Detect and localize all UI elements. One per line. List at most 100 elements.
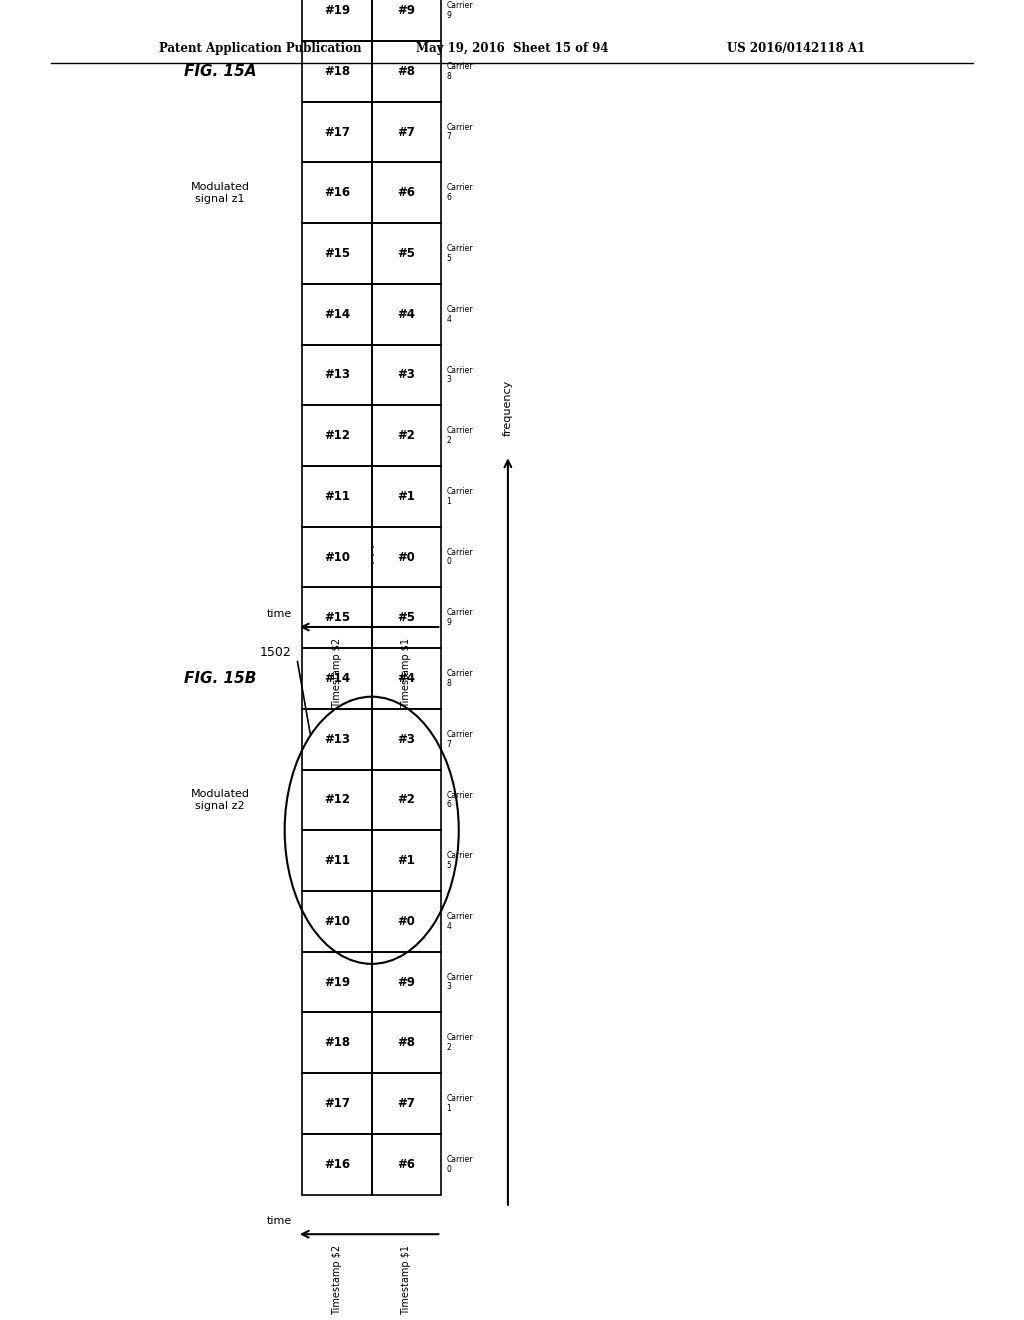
Text: #3: #3 [397, 733, 416, 746]
Text: #19: #19 [324, 975, 350, 989]
Text: Carrier
3: Carrier 3 [446, 973, 473, 991]
Text: #11: #11 [324, 490, 350, 503]
Text: #16: #16 [324, 1158, 350, 1171]
Bar [372, 1073, 441, 1134]
Text: #5: #5 [397, 247, 416, 260]
Bar [302, 466, 372, 527]
Text: #10: #10 [324, 550, 350, 564]
Text: #12: #12 [324, 429, 350, 442]
Text: #13: #13 [324, 733, 350, 746]
Bar [372, 770, 441, 830]
Text: Carrier
3: Carrier 3 [446, 366, 473, 384]
Text: Carrier
8: Carrier 8 [446, 62, 473, 81]
Text: #2: #2 [397, 793, 416, 807]
Text: #7: #7 [397, 1097, 416, 1110]
Text: #17: #17 [324, 125, 350, 139]
Text: Carrier
6: Carrier 6 [446, 183, 473, 202]
Text: #6: #6 [397, 186, 416, 199]
Text: #16: #16 [324, 186, 350, 199]
Text: Carrier
4: Carrier 4 [446, 912, 473, 931]
Text: Carrier
9: Carrier 9 [446, 609, 473, 627]
Bar [372, 952, 441, 1012]
Text: Timestamp $1: Timestamp $1 [401, 638, 412, 708]
Text: Carrier
6: Carrier 6 [446, 791, 473, 809]
Bar [302, 0, 372, 41]
Bar [302, 162, 372, 223]
Bar [372, 1134, 441, 1195]
Bar [302, 648, 372, 709]
Bar [302, 891, 372, 952]
Bar [302, 587, 372, 648]
Text: Carrier
7: Carrier 7 [446, 730, 473, 748]
Text: Carrier
1: Carrier 1 [446, 487, 473, 506]
Text: Carrier
5: Carrier 5 [446, 851, 473, 870]
Text: #18: #18 [324, 1036, 350, 1049]
Text: Patent Application Publication: Patent Application Publication [159, 42, 361, 54]
Bar [302, 1073, 372, 1134]
Bar [372, 345, 441, 405]
Text: May 19, 2016  Sheet 15 of 94: May 19, 2016 Sheet 15 of 94 [416, 42, 608, 54]
Text: #8: #8 [397, 1036, 416, 1049]
Text: #10: #10 [324, 915, 350, 928]
Text: Timestamp $2: Timestamp $2 [332, 1245, 342, 1315]
Bar [372, 1012, 441, 1073]
Text: #0: #0 [397, 550, 416, 564]
Bar [372, 587, 441, 648]
Text: Carrier
4: Carrier 4 [446, 305, 473, 323]
Bar [302, 770, 372, 830]
Text: Carrier
0: Carrier 0 [446, 1155, 473, 1173]
Text: Carrier
2: Carrier 2 [446, 426, 473, 445]
Bar [372, 102, 441, 162]
Text: #9: #9 [397, 4, 416, 17]
Text: #19: #19 [324, 4, 350, 17]
Text: Carrier
8: Carrier 8 [446, 669, 473, 688]
Text: time: time [266, 1216, 292, 1226]
Bar [372, 466, 441, 527]
Text: Carrier
2: Carrier 2 [446, 1034, 473, 1052]
Bar [372, 162, 441, 223]
Text: #18: #18 [324, 65, 350, 78]
Text: #4: #4 [397, 672, 416, 685]
Text: FIG. 15A: FIG. 15A [184, 63, 256, 79]
Text: Carrier
7: Carrier 7 [446, 123, 473, 141]
Bar [302, 345, 372, 405]
Text: Carrier
0: Carrier 0 [446, 548, 473, 566]
Bar [372, 709, 441, 770]
Bar [302, 1012, 372, 1073]
Text: #15: #15 [324, 247, 350, 260]
Text: #12: #12 [324, 793, 350, 807]
Text: US 2016/0142118 A1: US 2016/0142118 A1 [727, 42, 865, 54]
Bar [372, 405, 441, 466]
Text: 1502: 1502 [260, 645, 292, 659]
Bar [372, 41, 441, 102]
Text: #2: #2 [397, 429, 416, 442]
Text: frequency: frequency [503, 379, 513, 436]
Bar [302, 952, 372, 1012]
Text: #14: #14 [324, 308, 350, 321]
Text: Timestamp $2: Timestamp $2 [332, 638, 342, 708]
Bar [372, 891, 441, 952]
Text: #8: #8 [397, 65, 416, 78]
Text: Timestamp $1: Timestamp $1 [401, 1245, 412, 1315]
Text: time: time [266, 609, 292, 619]
Bar [302, 830, 372, 891]
Text: #4: #4 [397, 308, 416, 321]
Text: #11: #11 [324, 854, 350, 867]
Bar [372, 830, 441, 891]
Bar [302, 709, 372, 770]
Text: #13: #13 [324, 368, 350, 381]
Text: #7: #7 [397, 125, 416, 139]
Bar [302, 527, 372, 587]
Text: #9: #9 [397, 975, 416, 989]
Bar [372, 0, 441, 41]
Bar [372, 223, 441, 284]
Text: #14: #14 [324, 672, 350, 685]
Text: #15: #15 [324, 611, 350, 624]
Text: #5: #5 [397, 611, 416, 624]
Text: Carrier
1: Carrier 1 [446, 1094, 473, 1113]
Text: . . .: . . . [366, 544, 378, 565]
Bar [302, 284, 372, 345]
Text: #1: #1 [397, 854, 416, 867]
Bar [372, 284, 441, 345]
Bar [302, 223, 372, 284]
